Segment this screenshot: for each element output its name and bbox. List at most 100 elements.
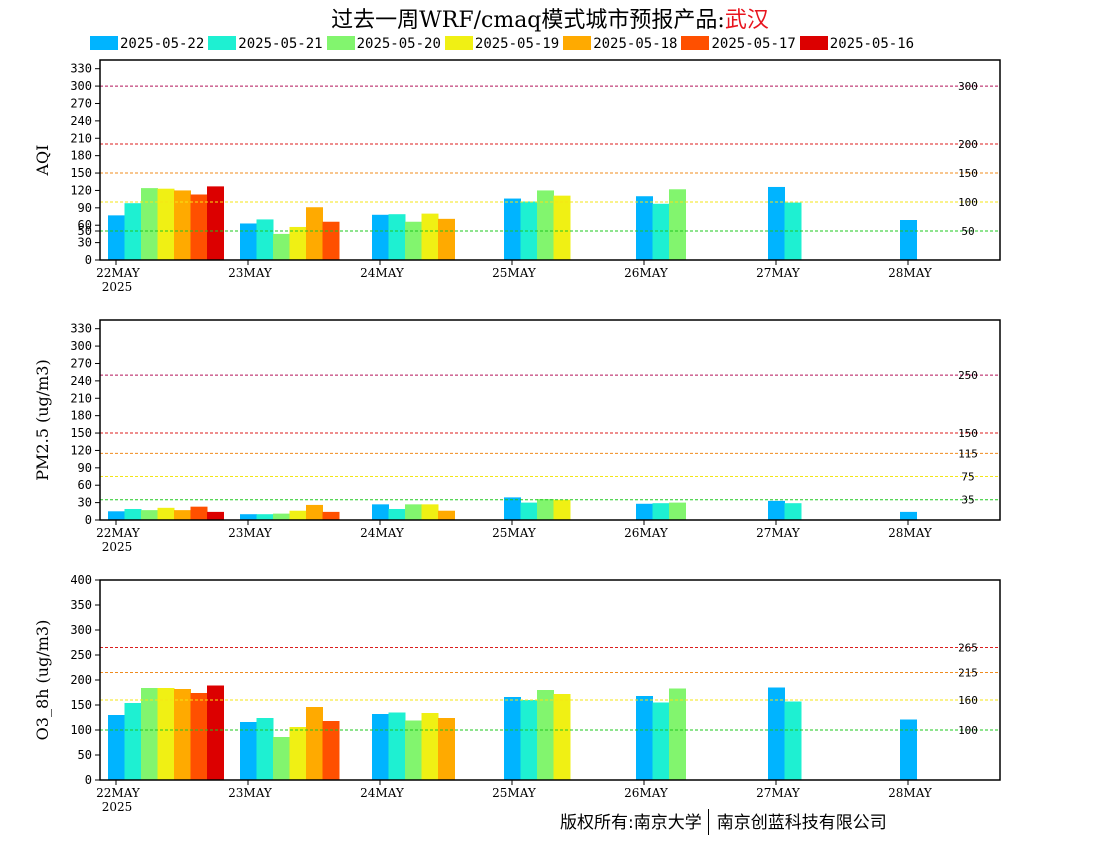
- bar: [322, 221, 340, 260]
- bar: [652, 503, 670, 520]
- threshold-label: 35: [961, 494, 974, 507]
- legend-label: 2025-05-21: [238, 36, 323, 52]
- bar: [207, 186, 224, 260]
- legend-swatch: [326, 36, 355, 50]
- bar: [438, 218, 455, 260]
- threshold-label: 150: [958, 427, 978, 440]
- bar: [438, 510, 455, 520]
- bar: [636, 196, 653, 260]
- y-tick-label: 300: [70, 79, 92, 93]
- bar: [190, 693, 208, 780]
- legend-item: 2025-05-18: [563, 36, 677, 52]
- bar: [141, 510, 158, 520]
- y-tick-label: 240: [70, 374, 92, 388]
- plot-frame: [99, 319, 1001, 521]
- bar: [240, 722, 257, 780]
- bar: [537, 499, 554, 520]
- bar: [520, 502, 538, 520]
- bar: [553, 499, 571, 520]
- bar: [784, 503, 802, 520]
- bar: [504, 198, 521, 260]
- x-year-label: 2025: [102, 540, 133, 554]
- bar: [421, 713, 439, 780]
- bar: [174, 190, 191, 260]
- y-tick-label: 350: [70, 598, 92, 612]
- bar: [174, 510, 191, 520]
- bar: [273, 233, 290, 260]
- chart-title: 过去一周WRF/cmaq模式城市预报产品:武汉: [0, 2, 1100, 34]
- bar: [900, 220, 917, 260]
- copyright-right: 南京创蓝科技有限公司: [716, 813, 887, 833]
- legend-item: 2025-05-21: [208, 36, 323, 52]
- threshold-label: 250: [958, 369, 978, 382]
- x-tick-label: 25MAY: [492, 266, 537, 280]
- y-tick-label: 30: [78, 496, 92, 510]
- copyright-left: 版权所有:南京大学: [560, 813, 702, 833]
- legend-item: 2025-05-16: [799, 36, 914, 52]
- bar: [768, 186, 785, 260]
- bar: [636, 696, 653, 780]
- bar: [669, 502, 686, 520]
- bar: [289, 727, 307, 780]
- bar: [289, 510, 307, 520]
- y-tick-label: 150: [70, 166, 92, 180]
- bar: [157, 688, 175, 780]
- y-tick-label: 200: [70, 673, 92, 687]
- bar: [306, 504, 323, 520]
- x-tick-label: 22MAY: [96, 266, 141, 280]
- x-tick-label: 26MAY: [624, 526, 669, 540]
- bar: [372, 714, 389, 780]
- x-tick-label: 24MAY: [360, 526, 405, 540]
- y-tick-label: 0: [85, 253, 92, 267]
- bar: [652, 702, 670, 780]
- y-tick-label: 270: [70, 96, 92, 110]
- legend-item: 2025-05-20: [326, 36, 441, 52]
- x-tick-label: 26MAY: [624, 786, 669, 800]
- legend-label: 2025-05-17: [711, 36, 796, 52]
- bar: [553, 694, 571, 780]
- bar: [537, 190, 554, 260]
- y-tick-label: 150: [70, 426, 92, 440]
- bar: [289, 226, 307, 260]
- y-axis-label: PM2.5 (ug/m3): [33, 359, 52, 480]
- legend: 2025-05-22 2025-05-21 2025-05-20 2025-05-19…: [90, 36, 918, 54]
- bar: [306, 207, 323, 260]
- y-tick-label: 0: [85, 773, 92, 787]
- bar: [553, 195, 571, 260]
- bar: [388, 712, 406, 780]
- y-tick-label: 330: [70, 62, 92, 76]
- x-tick-label: 27MAY: [756, 266, 801, 280]
- x-year-label: 2025: [102, 800, 133, 814]
- y-tick-label: 50: [78, 748, 92, 762]
- y-tick-label: 240: [70, 114, 92, 128]
- y-tick-label: 100: [70, 723, 92, 737]
- legend-item: 2025-05-19: [444, 36, 560, 52]
- x-tick-label: 25MAY: [492, 786, 537, 800]
- bar: [124, 508, 142, 520]
- x-tick-label: 25MAY: [492, 526, 537, 540]
- bar: [306, 707, 323, 780]
- bar: [768, 687, 785, 780]
- y-axis-label: O3_8h (ug/m3): [33, 620, 52, 741]
- bar: [190, 194, 208, 260]
- legend-swatch: [444, 36, 473, 50]
- bar: [520, 700, 538, 780]
- y-tick-label: 0: [85, 513, 92, 527]
- bar: [141, 688, 158, 780]
- x-tick-label: 23MAY: [228, 266, 273, 280]
- plot-frame: [99, 59, 1001, 261]
- bar: [636, 503, 653, 520]
- threshold-label: 265: [958, 642, 978, 655]
- copyright-separator: [707, 809, 709, 835]
- legend-label: 2025-05-18: [593, 36, 678, 52]
- legend-label: 2025-05-22: [120, 36, 205, 52]
- bar: [190, 506, 208, 520]
- x-tick-label: 23MAY: [228, 786, 273, 800]
- legend-swatch: [681, 36, 710, 50]
- bar: [207, 511, 224, 520]
- legend-label: 2025-05-19: [474, 36, 560, 52]
- threshold-label: 200: [958, 138, 978, 151]
- y-tick-label: 60: [78, 218, 92, 232]
- x-tick-label: 22MAY: [96, 786, 141, 800]
